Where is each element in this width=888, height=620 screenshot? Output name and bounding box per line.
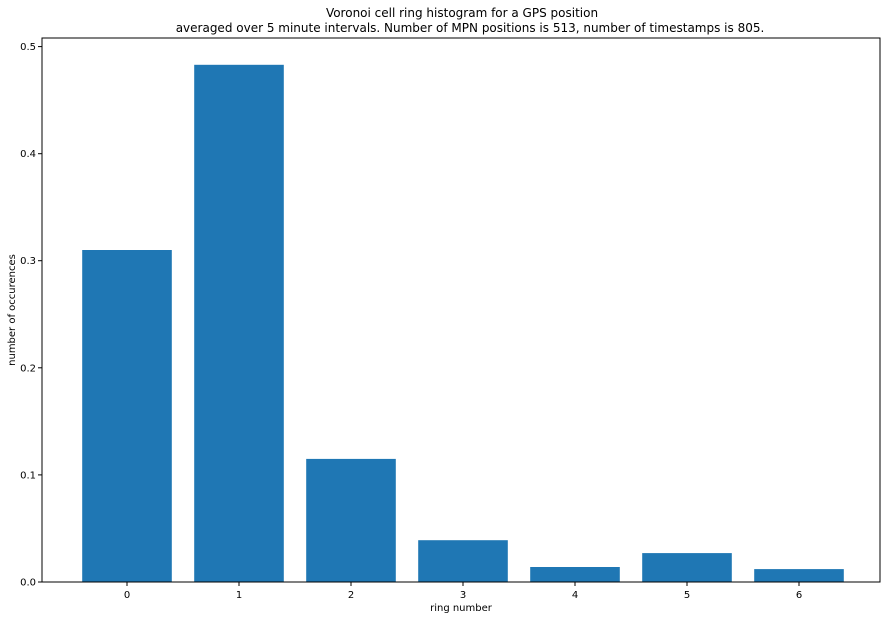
y-tick-label: 0.5 [20, 42, 36, 53]
bar-3 [418, 540, 508, 582]
bar-0 [82, 250, 172, 582]
x-tick-label: 5 [684, 590, 690, 601]
plot-area-frame [41, 37, 881, 583]
chart-title-line-1: Voronoi cell ring histogram for a GPS po… [326, 6, 598, 20]
bar-4 [530, 567, 620, 582]
chart-title-line-2: averaged over 5 minute intervals. Number… [176, 21, 765, 35]
y-tick-label: 0.0 [20, 578, 36, 589]
bar-5 [642, 553, 732, 582]
bars-layer [82, 64, 844, 583]
x-axis-ticks: 0 1 2 3 4 5 6 [124, 582, 802, 601]
x-tick-label: 4 [572, 590, 578, 601]
x-tick-label: 6 [796, 590, 802, 601]
y-axis-label: number of occurences [7, 254, 18, 366]
bar-6 [754, 569, 844, 582]
x-tick-label: 1 [236, 590, 242, 601]
y-tick-label: 0.4 [20, 149, 36, 160]
y-axis-ticks: 0.0 0.1 0.2 0.3 0.4 0.5 [20, 42, 42, 589]
bar-2 [306, 458, 396, 582]
bar-1 [194, 64, 284, 583]
x-axis-label: ring number [430, 603, 493, 614]
x-tick-label: 2 [348, 590, 354, 601]
y-tick-label: 0.3 [20, 256, 36, 267]
x-tick-label: 0 [124, 590, 130, 601]
x-tick-label: 3 [460, 590, 466, 601]
y-tick-label: 0.2 [20, 363, 36, 374]
y-tick-label: 0.1 [20, 470, 36, 481]
